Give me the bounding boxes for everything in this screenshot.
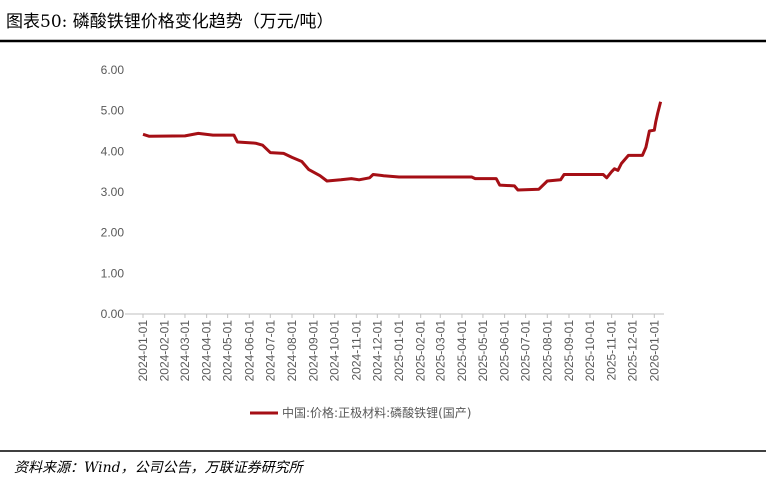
- source-note: 资料来源：Wind，公司公告，万联证券研究所: [14, 460, 305, 476]
- x-tick-label: 2024-05-01: [221, 320, 235, 382]
- x-tick-label: 2024-10-01: [328, 320, 342, 382]
- x-tick-label: 2025-06-01: [498, 320, 512, 382]
- y-tick-label: 1.00: [101, 266, 125, 280]
- x-tick-label: 2025-12-01: [626, 320, 640, 382]
- legend-label: 中国:价格:正极材料:磷酸铁锂(国产): [282, 405, 472, 420]
- x-tick-label: 2025-07-01: [519, 320, 533, 382]
- x-tick-label: 2025-08-01: [540, 320, 554, 382]
- x-tick-label: 2025-11-01: [605, 320, 619, 381]
- x-tick-label: 2025-09-01: [562, 320, 576, 382]
- y-tick-label: 4.00: [101, 144, 125, 158]
- x-tick-label: 2025-10-01: [583, 320, 597, 382]
- x-tick-label: 2024-02-01: [158, 320, 172, 382]
- x-tick-label: 2024-11-01: [349, 320, 363, 381]
- y-tick-label: 3.00: [101, 185, 125, 199]
- x-tick-label: 2026-01-01: [647, 320, 661, 382]
- x-tick-label: 2025-04-01: [455, 320, 469, 382]
- x-tick-label: 2024-04-01: [200, 320, 214, 382]
- x-tick-label: 2025-01-01: [392, 320, 406, 382]
- line-series: [142, 101, 663, 192]
- y-tick-label: 5.00: [101, 104, 125, 118]
- y-tick-label: 6.00: [101, 63, 125, 77]
- y-tick-label: 0.00: [101, 307, 125, 321]
- x-tick-label: 2024-01-01: [136, 320, 150, 382]
- y-tick-label: 2.00: [101, 226, 125, 240]
- chart-title: 图表50: 磷酸铁锂价格变化趋势（万元/吨）: [6, 12, 334, 32]
- x-tick-label: 2024-09-01: [307, 320, 321, 382]
- x-tick-label: 2024-03-01: [178, 320, 192, 382]
- x-tick-label: 2024-06-01: [242, 320, 256, 382]
- x-tick-label: 2024-07-01: [263, 320, 277, 382]
- x-tick-label: 2024-08-01: [285, 320, 299, 382]
- x-tick-label: 2025-03-01: [433, 320, 447, 382]
- x-tick-label: 2025-02-01: [414, 320, 428, 382]
- x-tick-label: 2024-12-01: [370, 320, 384, 382]
- x-tick-label: 2025-05-01: [476, 320, 490, 382]
